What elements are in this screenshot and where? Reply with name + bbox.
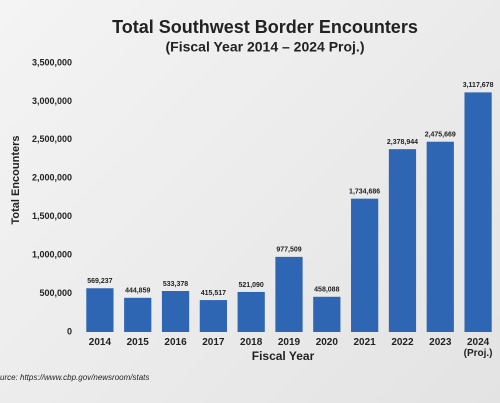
y-tick-label: 0 [67,326,72,336]
bar [426,141,454,332]
bar [86,288,114,332]
bar [464,92,492,332]
x-tick-label: 2020 [315,337,338,348]
value-label: 458,088 [314,287,339,294]
y-tick-label: 3,000,000 [32,96,72,106]
x-tick-label: 2023 [429,337,452,348]
y-tick-label: 1,000,000 [32,250,72,260]
bar [313,296,341,332]
bar [161,291,190,332]
y-axis-label: Total Encounters [10,135,22,224]
value-label: 569,237 [87,278,112,285]
x-tick-label: 2017 [202,337,225,348]
value-label: 1,734,686 [349,189,380,196]
value-label: 415,517 [201,290,226,297]
x-tick-label: 2014 [88,337,112,348]
value-label: 533,378 [163,281,188,288]
bar [124,297,152,332]
bar [275,256,303,332]
x-tick-label: 2019 [277,337,301,348]
y-tick-label: 1,500,000 [32,211,72,221]
x-tick-label: 2021 [353,337,376,348]
value-label: 444,859 [125,288,150,295]
x-axis-label: Fiscal Year [252,349,315,363]
bar [388,149,417,332]
x-tick-label: 2018 [240,337,263,348]
chart-subtitle: (Fiscal Year 2014 – 2024 Proj.) [166,39,365,55]
value-label: 2,378,944 [387,139,418,146]
x-tick-label: 2022 [391,337,414,348]
value-label: 2,475,669 [425,132,456,139]
chart-title: Total Southwest Border Encounters [112,17,418,37]
x-tick-label: 2015 [126,337,149,348]
y-tick-label: 3,500,000 [32,57,72,67]
value-label: 521,090 [239,282,264,289]
bar [237,291,265,332]
x-tick-label: 2016 [164,337,187,348]
y-tick-label: 2,500,000 [32,134,72,144]
x-tick-label: 2024 (Proj.) [463,337,493,359]
value-label: 977,509 [276,247,301,254]
y-tick-label: 2,000,000 [32,173,72,183]
bar [199,300,227,332]
source-note: urce: https://www.cbp.gov/newsroom/stats [0,373,149,382]
bar [351,198,379,332]
y-tick-label: 500,000 [39,288,72,298]
value-label: 3,117,678 [463,82,494,89]
